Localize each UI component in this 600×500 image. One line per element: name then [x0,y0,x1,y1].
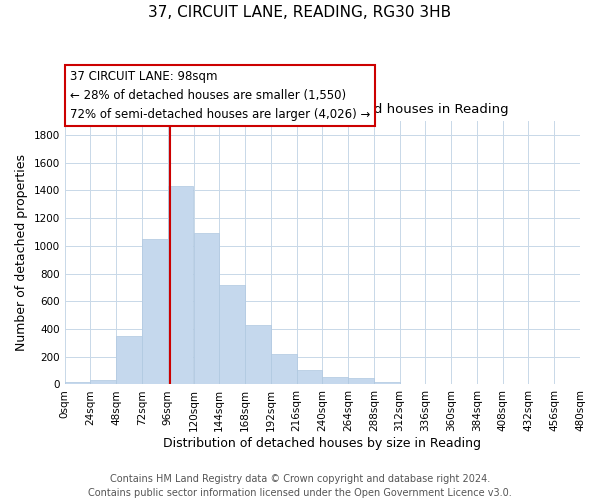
Bar [116,336,142,384]
Bar [348,378,374,384]
Bar [168,186,193,384]
Text: 37 CIRCUIT LANE: 98sqm
← 28% of detached houses are smaller (1,550)
72% of semi-: 37 CIRCUIT LANE: 98sqm ← 28% of detached… [70,70,370,121]
Bar [65,382,91,384]
Text: Contains HM Land Registry data © Crown copyright and database right 2024.
Contai: Contains HM Land Registry data © Crown c… [88,474,512,498]
Y-axis label: Number of detached properties: Number of detached properties [15,154,28,351]
Bar [91,380,116,384]
Text: 37, CIRCUIT LANE, READING, RG30 3HB: 37, CIRCUIT LANE, READING, RG30 3HB [148,5,452,20]
Bar [219,284,245,384]
X-axis label: Distribution of detached houses by size in Reading: Distribution of detached houses by size … [163,437,481,450]
Bar [271,354,296,384]
Bar [322,377,348,384]
Bar [245,325,271,384]
Title: Size of property relative to detached houses in Reading: Size of property relative to detached ho… [137,102,508,116]
Bar [296,370,322,384]
Bar [374,382,400,384]
Bar [193,234,219,384]
Bar [142,239,168,384]
